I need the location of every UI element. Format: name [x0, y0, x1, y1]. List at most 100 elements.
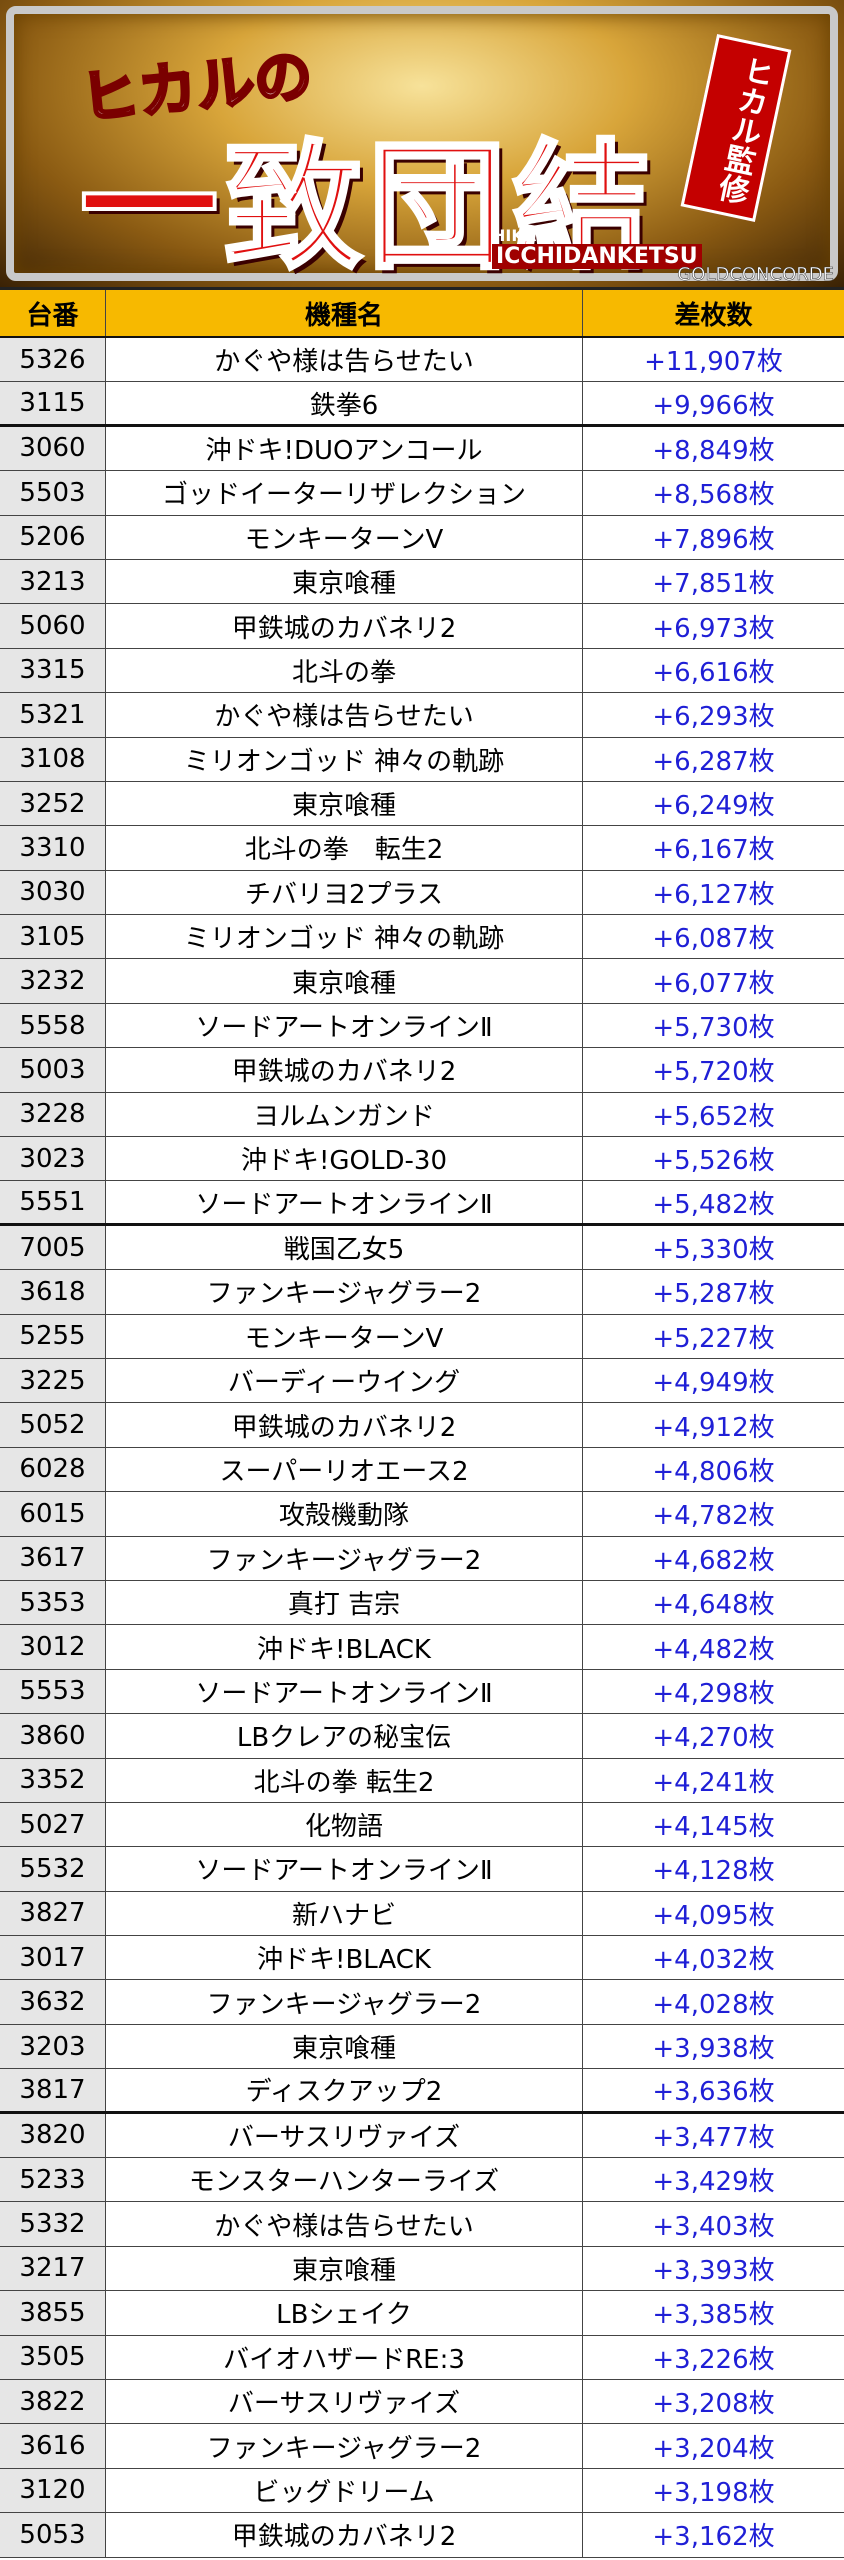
- machine-number: 5321: [0, 693, 106, 737]
- machine-name: 沖ドキ!DUOアンコール: [106, 426, 583, 471]
- table-row: 3820 バーサスリヴァイズ +3,477枚: [0, 2113, 844, 2159]
- machine-name: 東京喰種: [106, 2024, 583, 2069]
- machine-name: バイオハザードRE:3: [106, 2335, 583, 2379]
- banner-romaji: HIKARU: [492, 226, 562, 245]
- coin-difference: +5,287枚: [652, 1279, 775, 1310]
- table-row: 3310 北斗の拳 転生2 +6,167枚: [0, 826, 844, 871]
- machine-name: ミリオンゴッド 神々の軌跡: [106, 915, 583, 959]
- table-row: 3232 東京喰種 +6,077枚: [0, 959, 844, 1004]
- machine-name: 甲鉄城のカバネリ2: [106, 604, 583, 648]
- table-row: 7005 戦国乙女5 +5,330枚: [0, 1225, 844, 1271]
- coin-difference: +3,162枚: [652, 2522, 775, 2553]
- table: 台番 機種名 差枚数 5326 かぐや様は告らせたい +11,907枚 3115 鉄拳6 +9,…: [0, 290, 844, 2558]
- machine-number: 3252: [0, 781, 106, 826]
- coin-difference: +3,204枚: [652, 2433, 775, 2464]
- table-row: 3352 北斗の拳 転生2 +4,241枚: [0, 1758, 844, 1803]
- coin-difference: +4,298枚: [652, 1678, 775, 1709]
- table-row: 5321 かぐや様は告らせたい +6,293枚: [0, 693, 844, 738]
- table-row: 3012 沖ドキ!BLACK +4,482枚: [0, 1625, 844, 1670]
- coin-difference: +6,249枚: [652, 791, 775, 822]
- machine-name: バーサスリヴァイズ: [106, 2379, 583, 2424]
- machine-name: 真打 吉宗: [106, 1580, 583, 1625]
- coin-difference: +7,851枚: [652, 569, 775, 600]
- table-row: 3108 ミリオンゴッド 神々の軌跡 +6,287枚: [0, 737, 844, 782]
- coin-difference: +5,730枚: [652, 1013, 775, 1044]
- coin-difference: +5,227枚: [652, 1323, 775, 1354]
- table-row: 5052 甲鉄城のカバネリ2 +4,912枚: [0, 1403, 844, 1448]
- coin-difference: +3,226枚: [652, 2344, 775, 2375]
- machine-number: 3632: [0, 1980, 106, 2024]
- machine-name: バーサスリヴァイズ: [106, 2113, 583, 2158]
- table-row: 3315 北斗の拳 +6,616枚: [0, 648, 844, 694]
- coin-difference: +4,806枚: [652, 1456, 775, 1487]
- coin-difference: +6,127枚: [652, 879, 775, 910]
- coin-difference: +3,385枚: [652, 2300, 775, 2331]
- table-row: 3217 東京喰種 +3,393枚: [0, 2246, 844, 2292]
- coin-difference: +6,167枚: [652, 835, 775, 866]
- machine-number: 3017: [0, 1936, 106, 1980]
- coin-difference: +4,270枚: [652, 1723, 775, 1754]
- table-row: 5060 甲鉄城のカバネリ2 +6,973枚: [0, 604, 844, 649]
- header-cell: 差枚数: [674, 300, 753, 331]
- machine-name: スーパーリオエース2: [106, 1447, 583, 1492]
- machine-number: 6028: [0, 1447, 106, 1492]
- coin-difference: +5,330枚: [652, 1235, 775, 1265]
- machine-number: 5052: [0, 1403, 106, 1447]
- table-row: 3030 チバリヨ2プラス +6,127枚: [0, 870, 844, 916]
- coin-difference: +5,652枚: [652, 1101, 775, 1132]
- machine-number: 5551: [0, 1181, 106, 1223]
- banner-credit: GOLDCONCORDE: [677, 264, 834, 286]
- machine-name: ソードアートオンラインⅡ: [106, 1669, 583, 1714]
- coin-difference: +3,477枚: [652, 2122, 775, 2153]
- machine-number: 3228: [0, 1092, 106, 1137]
- banner-romaji: ICCHIDANKETSU: [492, 244, 702, 269]
- coin-difference: +6,973枚: [652, 613, 775, 644]
- coin-difference: +4,241枚: [652, 1767, 775, 1798]
- table-row: 5027 化物語 +4,145枚: [0, 1802, 844, 1848]
- table-row: 3203 東京喰種 +3,938枚: [0, 2024, 844, 2070]
- machine-number: 5060: [0, 604, 106, 648]
- machine-number: 3817: [0, 2069, 106, 2111]
- machine-number: 5053: [0, 2513, 106, 2557]
- table-row: 3115 鉄拳6 +9,966枚: [0, 382, 844, 427]
- machine-name: 鉄拳6: [106, 382, 583, 424]
- banner: ヒカルの 一致団結 ヒカル監修 HIKARU ICCHIDANKETSU GOL…: [0, 0, 844, 290]
- machine-number: 3203: [0, 2024, 106, 2069]
- machine-name: 沖ドキ!BLACK: [106, 1625, 583, 1669]
- table-row: 3817 ディスクアップ2 +3,636枚: [0, 2069, 844, 2114]
- table-row: 5503 ゴッドイーターリザレクション +8,568枚: [0, 471, 844, 516]
- machine-number: 3232: [0, 959, 106, 1003]
- table-row: 3060 沖ドキ!DUOアンコール +8,849枚: [0, 426, 844, 472]
- machine-name: LBシェイク: [106, 2291, 583, 2335]
- coin-difference: +5,526枚: [652, 1146, 775, 1177]
- machine-number: 5503: [0, 471, 106, 515]
- machine-name: 北斗の拳 転生2: [106, 1758, 583, 1802]
- coin-difference: +4,032枚: [652, 1945, 775, 1976]
- machine-number: 3820: [0, 2113, 106, 2158]
- coin-difference: +9,966枚: [652, 390, 775, 421]
- coin-difference: +6,287枚: [652, 746, 775, 777]
- table-row: 3213 東京喰種 +7,851枚: [0, 559, 844, 605]
- machine-name: 東京喰種: [106, 559, 583, 604]
- machine-name: 沖ドキ!GOLD-30: [106, 1137, 583, 1181]
- coin-difference: +4,028枚: [652, 1989, 775, 2020]
- machine-name: 東京喰種: [106, 959, 583, 1003]
- coin-difference: +3,429枚: [652, 2167, 775, 2198]
- machine-number: 5206: [0, 515, 106, 559]
- machine-name: かぐや様は告らせたい: [106, 2202, 583, 2246]
- machine-name: モンスターハンターライズ: [106, 2158, 583, 2202]
- table-row: 3017 沖ドキ!BLACK +4,032枚: [0, 1936, 844, 1981]
- coin-difference: +8,568枚: [652, 480, 775, 511]
- machine-number: 3012: [0, 1625, 106, 1669]
- machine-name: LBクレアの秘宝伝: [106, 1714, 583, 1758]
- table-row: 3105 ミリオンゴッド 神々の軌跡 +6,087枚: [0, 915, 844, 960]
- machine-name: ソードアートオンラインⅡ: [106, 1847, 583, 1891]
- machine-name: 攻殻機動隊: [106, 1492, 583, 1536]
- coin-difference: +4,648枚: [652, 1590, 775, 1621]
- coin-difference: +4,682枚: [652, 1545, 775, 1576]
- machine-name: ファンキージャグラー2: [106, 2424, 583, 2468]
- banner-frame: [6, 6, 838, 281]
- machine-number: 3860: [0, 1714, 106, 1758]
- machine-number: 3617: [0, 1536, 106, 1580]
- table-row: 3855 LBシェイク +3,385枚: [0, 2291, 844, 2336]
